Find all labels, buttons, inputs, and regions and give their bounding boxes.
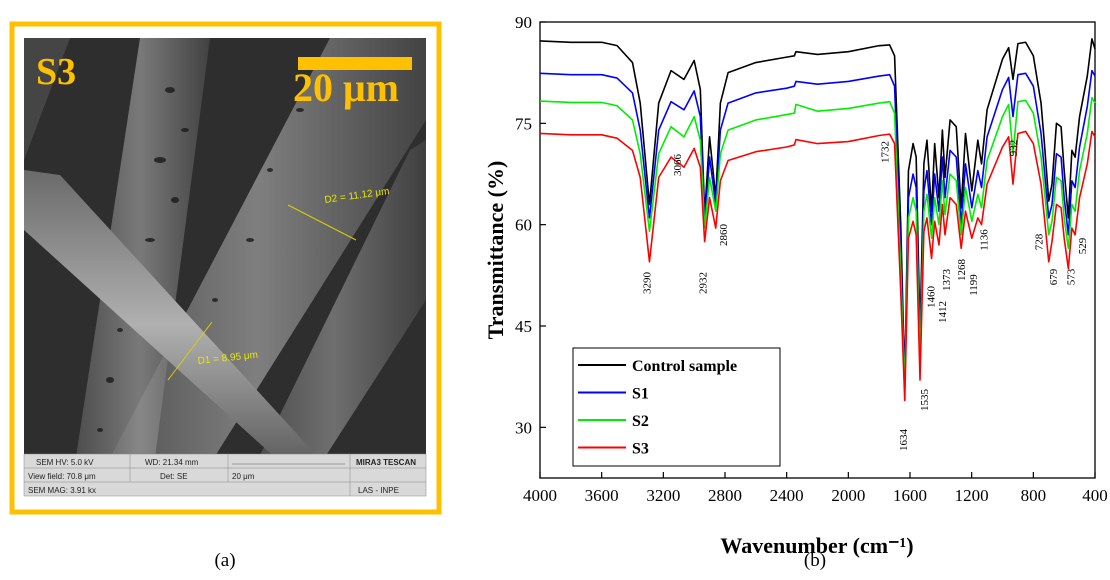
measure-line — [167, 321, 213, 381]
peak-label: 2860 — [718, 224, 730, 247]
y-tick-label: 45 — [515, 317, 532, 336]
x-tick-label: 3200 — [646, 486, 680, 505]
peak-label: 1412 — [937, 301, 949, 323]
peak-label: 1460 — [926, 286, 938, 309]
info-text: SEM HV: 5.0 kV — [36, 458, 94, 467]
series-line — [539, 69, 1096, 388]
x-tick-label: 4000 — [523, 486, 557, 505]
sample-label: S3 — [36, 51, 76, 93]
info-text: 20 μm — [232, 472, 255, 481]
sem-image — [24, 38, 426, 496]
legend-box — [572, 347, 781, 467]
peak-label: 3290 — [641, 272, 653, 295]
x-tick-label: 3600 — [585, 486, 619, 505]
y-tick-label: 60 — [515, 216, 532, 235]
x-tick-label: 2000 — [831, 486, 865, 505]
x-tick-label: 2400 — [770, 486, 804, 505]
chart: 4000 3600 3200 2800 2400 2000 1600 1200 800 400 30… — [515, 13, 1108, 505]
info-text: LAS - INPE — [358, 486, 399, 495]
plot-frame — [539, 21, 1096, 479]
info-text: MIRA3 TESCAN — [356, 458, 416, 467]
legend-label: S1 — [632, 386, 649, 403]
peak-label: 1373 — [941, 269, 953, 292]
x-tick-label: 400 — [1082, 486, 1108, 505]
peak-label: 1136 — [979, 229, 991, 251]
caption: (b) — [804, 550, 826, 571]
series-line — [539, 38, 1096, 385]
info-text: View field: 70.8 μm — [28, 472, 96, 481]
peak-label: 3066 — [672, 154, 684, 177]
x-tick-label: 2800 — [708, 486, 742, 505]
peak-label: 679 — [1048, 268, 1060, 285]
series-line — [539, 130, 1096, 402]
x-axis-label: Wavenumber (cm⁻¹) — [720, 533, 913, 558]
peak-label: 573 — [1065, 268, 1077, 285]
series-line — [539, 96, 1096, 391]
measure-line — [287, 204, 357, 241]
y-axis-label: Transmittance (%) — [483, 161, 508, 340]
peak-label: 932 — [1008, 140, 1020, 157]
x-tick-label: 800 — [1021, 486, 1047, 505]
y-tick-label: 90 — [515, 13, 532, 32]
peak-label: 529 — [1077, 237, 1089, 254]
peak-label: 728 — [1033, 233, 1045, 250]
sem-panel: S3 20 μm D2 = 11.12 μm D1 = 8.95 μm SEM … — [9, 21, 442, 515]
peak-label: 2932 — [698, 272, 710, 294]
peak-label: 1732 — [880, 141, 892, 163]
legend-label: S3 — [632, 441, 649, 458]
scale-bar-label: 20 μm — [293, 65, 399, 110]
legend-label: Control sample — [632, 358, 737, 375]
peak-label: 1535 — [919, 389, 931, 412]
info-bar: SEM HV: 5.0 kV WD: 21.34 mm MIRA3 TESCAN… — [23, 453, 427, 497]
peak-label: 1268 — [956, 259, 968, 282]
info-text: Det: SE — [160, 472, 188, 481]
legend-label: S2 — [632, 413, 649, 430]
scale-bar — [298, 57, 412, 70]
y-tick-label: 30 — [515, 418, 532, 437]
x-tick-label: 1600 — [893, 486, 927, 505]
peak-label: 1199 — [968, 274, 980, 296]
panel-border — [9, 21, 442, 515]
x-tick-label: 1200 — [955, 486, 989, 505]
peak-label: 1634 — [898, 429, 910, 452]
caption: (a) — [214, 550, 235, 571]
info-text: SEM MAG: 3.91 kx — [28, 486, 96, 495]
y-tick-label: 75 — [515, 114, 532, 133]
info-text: WD: 21.34 mm — [145, 458, 199, 467]
